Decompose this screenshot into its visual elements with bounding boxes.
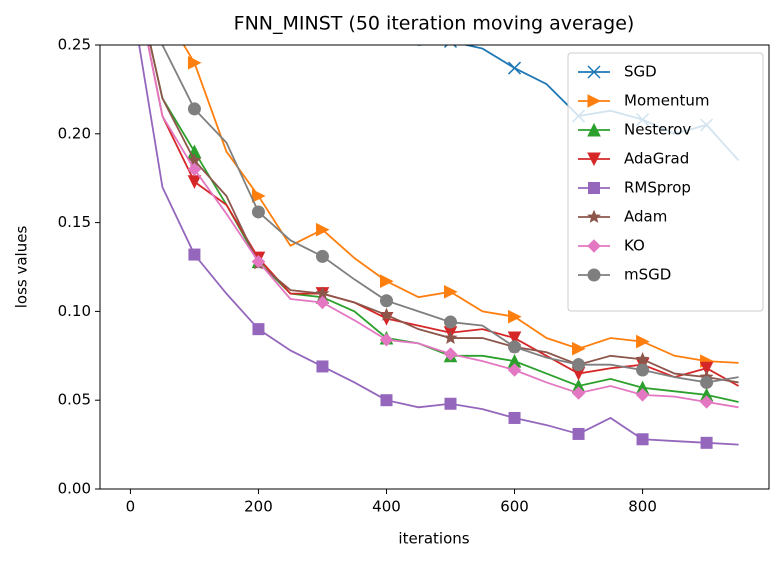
marker (187, 102, 201, 116)
y-tick-label: 0.25 (58, 36, 91, 54)
marker (571, 386, 586, 400)
marker (508, 340, 522, 354)
y-tick-label: 0.05 (58, 391, 91, 409)
marker (187, 162, 202, 177)
marker (507, 61, 522, 75)
marker (444, 397, 457, 410)
y-tick-label: 0.15 (58, 213, 91, 231)
marker (587, 268, 601, 282)
marker (636, 363, 650, 377)
marker (699, 361, 714, 376)
marker (508, 411, 521, 424)
marker (587, 122, 601, 137)
marker (379, 307, 394, 321)
y-tick-label: 0.20 (58, 124, 91, 142)
marker (443, 347, 458, 361)
marker (587, 239, 601, 253)
y-axis-label: loss values (13, 226, 31, 309)
x-tick-label: 600 (500, 498, 529, 516)
plot-area (138, 45, 740, 449)
marker (315, 222, 330, 237)
marker (251, 205, 265, 219)
legend-box (567, 52, 764, 312)
axes-frame (99, 44, 770, 490)
x-axis-label: iterations (398, 530, 469, 548)
marker (699, 395, 714, 409)
marker (587, 152, 601, 167)
legend-label: RMSprop (624, 179, 691, 197)
marker (636, 334, 650, 349)
marker (188, 248, 201, 261)
marker (588, 182, 600, 194)
y-tick-label: 0.00 (58, 480, 91, 498)
legend-label: Momentum (624, 92, 709, 110)
marker (635, 388, 650, 402)
legend-label: mSGD (624, 266, 671, 284)
marker (443, 45, 458, 48)
marker (187, 55, 202, 70)
legend-label: KO (624, 237, 645, 255)
marker (700, 375, 714, 389)
marker (316, 360, 329, 373)
marker (443, 330, 458, 344)
marker (251, 254, 266, 269)
marker (507, 331, 522, 346)
y-tick-label: 0.10 (58, 302, 91, 320)
marker (587, 65, 601, 79)
x-tick-label: 200 (244, 498, 273, 516)
series-line (149, 45, 739, 384)
chart-title: FNN_MINST (50 iteration moving average) (234, 13, 635, 35)
legend-label: Nesterov (624, 121, 691, 139)
marker (444, 315, 458, 329)
marker (251, 189, 266, 203)
legend-label: SGD (624, 63, 657, 81)
marker (379, 333, 394, 347)
x-tick-label: 400 (372, 498, 401, 516)
marker (635, 352, 650, 366)
marker (379, 274, 394, 289)
marker (572, 341, 586, 356)
marker (636, 433, 649, 446)
marker (587, 94, 602, 108)
series-line (147, 45, 739, 409)
series-line (147, 45, 740, 387)
marker (507, 363, 522, 377)
marker (315, 295, 330, 310)
marker (252, 323, 265, 336)
legend-label: Adam (624, 208, 667, 226)
marker (700, 436, 713, 449)
marker (380, 394, 393, 407)
marker (508, 309, 522, 324)
x-tick-label: 800 (628, 498, 657, 516)
x-tick-label: 0 (126, 498, 136, 516)
marker (187, 175, 202, 189)
marker (572, 358, 586, 372)
marker (444, 285, 458, 299)
marker (572, 427, 585, 440)
marker (315, 249, 329, 263)
marker (379, 294, 393, 308)
marker (587, 209, 601, 223)
legend-label: AdaGrad (624, 150, 689, 168)
